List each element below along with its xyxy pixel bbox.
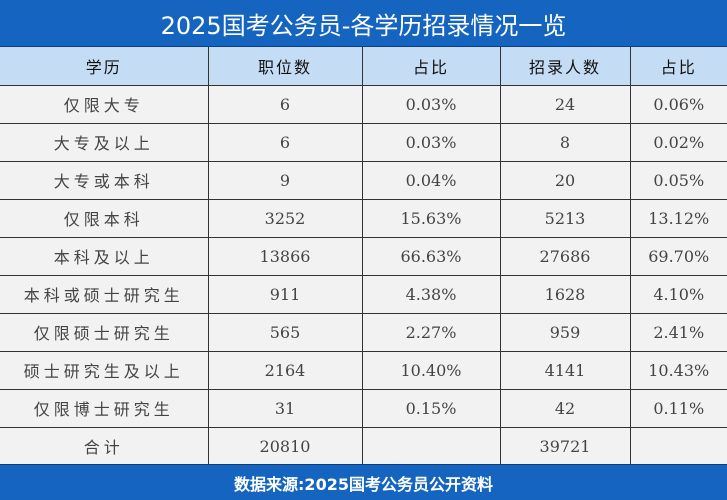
table-header-row: 学历 职位数 占比 招录人数 占比 (0, 47, 727, 86)
header-education: 学历 (0, 47, 209, 86)
cell-recruits-pct: 10.43% (629, 350, 727, 390)
cell-total-recruits-pct (629, 426, 727, 466)
cell-education: 仅限硕士研究生 (0, 312, 209, 352)
cell-positions-pct: 15.63% (361, 198, 501, 238)
table-row: 本科及以上 13866 66.63% 27686 69.70% (0, 236, 727, 276)
table-row: 本科或硕士研究生 911 4.38% 1628 4.10% (0, 274, 727, 314)
cell-positions-pct: 66.63% (361, 236, 501, 276)
cell-recruits: 8 (499, 122, 631, 162)
cell-recruits-pct: 0.06% (629, 84, 727, 124)
cell-education: 仅限博士研究生 (0, 388, 209, 428)
cell-recruits: 24 (499, 84, 631, 124)
data-source-footer: 数据来源:2025国考公务员公开资料 (0, 464, 727, 500)
cell-education: 本科或硕士研究生 (0, 274, 209, 314)
cell-recruits: 5213 (499, 198, 631, 238)
cell-recruits: 42 (499, 388, 631, 428)
header-positions: 职位数 (207, 47, 363, 86)
table-row: 仅限硕士研究生 565 2.27% 959 2.41% (0, 312, 727, 352)
cell-recruits-pct: 2.41% (629, 312, 727, 352)
table-row: 大专或本科 9 0.04% 20 0.05% (0, 160, 727, 200)
cell-recruits-pct: 4.10% (629, 274, 727, 314)
cell-recruits-pct: 0.11% (629, 388, 727, 428)
cell-recruits-pct: 13.12% (629, 198, 727, 238)
cell-total-positions-pct (361, 426, 501, 466)
cell-positions-pct: 2.27% (361, 312, 501, 352)
cell-recruits-pct: 0.05% (629, 160, 727, 200)
header-recruits: 招录人数 (499, 47, 631, 86)
cell-total-positions: 20810 (207, 426, 363, 466)
cell-education: 本科及以上 (0, 236, 209, 276)
cell-positions: 6 (207, 122, 363, 162)
cell-positions: 6 (207, 84, 363, 124)
cell-positions-pct: 0.03% (361, 84, 501, 124)
cell-recruits: 1628 (499, 274, 631, 314)
cell-recruits: 4141 (499, 350, 631, 390)
cell-positions-pct: 0.15% (361, 388, 501, 428)
cell-education: 仅限本科 (0, 198, 209, 238)
cell-education: 硕士研究生及以上 (0, 350, 209, 390)
table-total-row: 合计 20810 39721 (0, 426, 727, 466)
cell-positions: 13866 (207, 236, 363, 276)
table-row: 硕士研究生及以上 2164 10.40% 4141 10.43% (0, 350, 727, 390)
cell-positions: 2164 (207, 350, 363, 390)
cell-positions: 911 (207, 274, 363, 314)
cell-recruits-pct: 69.70% (629, 236, 727, 276)
table-row: 大专及以上 6 0.03% 8 0.02% (0, 122, 727, 162)
cell-recruits: 27686 (499, 236, 631, 276)
page-title: 2025国考公务员-各学历招录情况一览 (0, 0, 727, 47)
cell-education: 大专及以上 (0, 122, 209, 162)
cell-total-label: 合计 (0, 426, 209, 466)
header-positions-pct: 占比 (361, 47, 501, 86)
cell-recruits: 959 (499, 312, 631, 352)
cell-positions-pct: 10.40% (361, 350, 501, 390)
header-recruits-pct: 占比 (629, 47, 727, 86)
cell-total-recruits: 39721 (499, 426, 631, 466)
education-recruitment-table: 学历 职位数 占比 招录人数 占比 仅限大专 6 0.03% 24 0.06% … (0, 47, 727, 466)
table-row: 仅限大专 6 0.03% 24 0.06% (0, 84, 727, 124)
cell-positions-pct: 0.03% (361, 122, 501, 162)
cell-recruits-pct: 0.02% (629, 122, 727, 162)
cell-recruits: 20 (499, 160, 631, 200)
table-row: 仅限本科 3252 15.63% 5213 13.12% (0, 198, 727, 238)
cell-positions-pct: 0.04% (361, 160, 501, 200)
cell-education: 大专或本科 (0, 160, 209, 200)
cell-positions: 31 (207, 388, 363, 428)
cell-positions-pct: 4.38% (361, 274, 501, 314)
table-row: 仅限博士研究生 31 0.15% 42 0.11% (0, 388, 727, 428)
cell-positions: 565 (207, 312, 363, 352)
cell-positions: 3252 (207, 198, 363, 238)
cell-positions: 9 (207, 160, 363, 200)
cell-education: 仅限大专 (0, 84, 209, 124)
